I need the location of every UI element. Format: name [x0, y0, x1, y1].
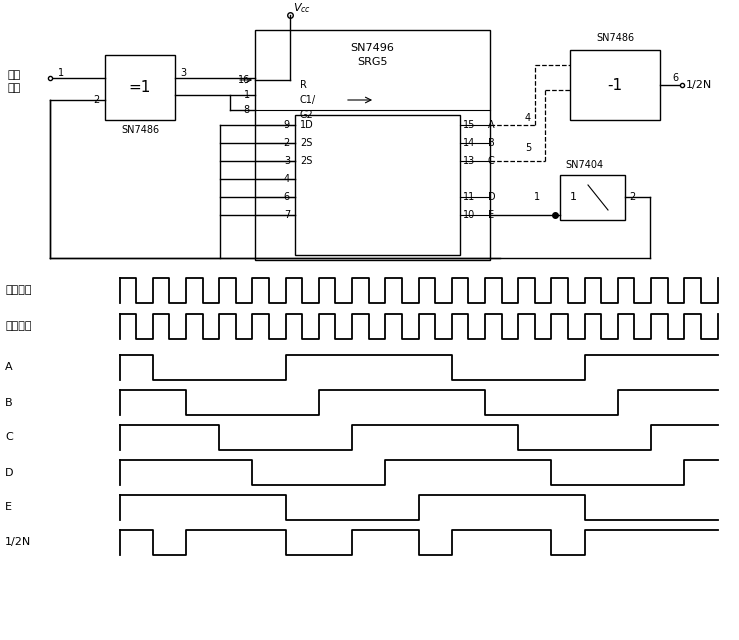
Text: 15: 15 [463, 120, 475, 130]
Text: 4: 4 [284, 174, 290, 184]
Text: 2S: 2S [300, 156, 313, 166]
Text: 11: 11 [463, 192, 475, 202]
Text: 1/2N: 1/2N [686, 80, 712, 90]
Text: 6: 6 [672, 73, 678, 83]
Bar [105, 55, 175, 120]
Text: 8: 8 [244, 105, 250, 115]
Text: A: A [5, 362, 13, 372]
Text: B: B [488, 138, 494, 148]
Text: SRG5: SRG5 [357, 57, 388, 67]
Text: 1: 1 [244, 90, 250, 100]
Text: 输入: 输入 [8, 70, 21, 80]
Text: 1: 1 [58, 68, 64, 78]
Text: C: C [5, 433, 13, 442]
Text: SN7496: SN7496 [350, 43, 395, 53]
Text: 5: 5 [525, 143, 531, 153]
Text: 14: 14 [463, 138, 475, 148]
Text: 2S: 2S [300, 138, 313, 148]
Text: 1: 1 [570, 193, 577, 202]
Text: B: B [5, 397, 13, 408]
Text: SN7404: SN7404 [565, 160, 603, 170]
Text: D: D [488, 192, 496, 202]
Bar [255, 30, 490, 260]
Text: C1/: C1/ [300, 95, 316, 105]
Text: -1: -1 [607, 77, 622, 93]
Text: 2: 2 [629, 193, 636, 202]
Text: 3: 3 [180, 68, 186, 78]
Text: 1D: 1D [300, 120, 314, 130]
Text: 10: 10 [463, 210, 475, 220]
Text: E: E [488, 210, 494, 220]
Text: 1: 1 [534, 193, 540, 202]
Text: SN7486: SN7486 [121, 125, 159, 135]
Text: SN7486: SN7486 [596, 33, 634, 43]
Text: E: E [5, 502, 12, 513]
Text: A: A [488, 120, 494, 130]
Text: C: C [488, 156, 494, 166]
Text: 9: 9 [284, 120, 290, 130]
Text: 1/2N: 1/2N [5, 538, 31, 547]
Text: 7: 7 [284, 210, 290, 220]
Text: 6: 6 [284, 192, 290, 202]
Text: 4: 4 [525, 113, 531, 123]
Text: 输入频率: 输入频率 [5, 285, 32, 296]
Text: D: D [5, 467, 13, 477]
Text: 3: 3 [284, 156, 290, 166]
Text: G2: G2 [300, 110, 314, 120]
Text: 时钟输入: 时钟输入 [5, 321, 32, 332]
Text: 16: 16 [238, 75, 250, 85]
Bar [295, 115, 460, 255]
Text: $V_{cc}$: $V_{cc}$ [293, 1, 311, 15]
Bar [570, 50, 660, 120]
Text: =1: =1 [129, 80, 151, 95]
Text: 2: 2 [94, 95, 100, 105]
Bar [560, 175, 625, 220]
Text: 2: 2 [284, 138, 290, 148]
Text: 频率: 频率 [8, 83, 21, 93]
Text: 13: 13 [463, 156, 475, 166]
Text: R: R [300, 80, 307, 90]
